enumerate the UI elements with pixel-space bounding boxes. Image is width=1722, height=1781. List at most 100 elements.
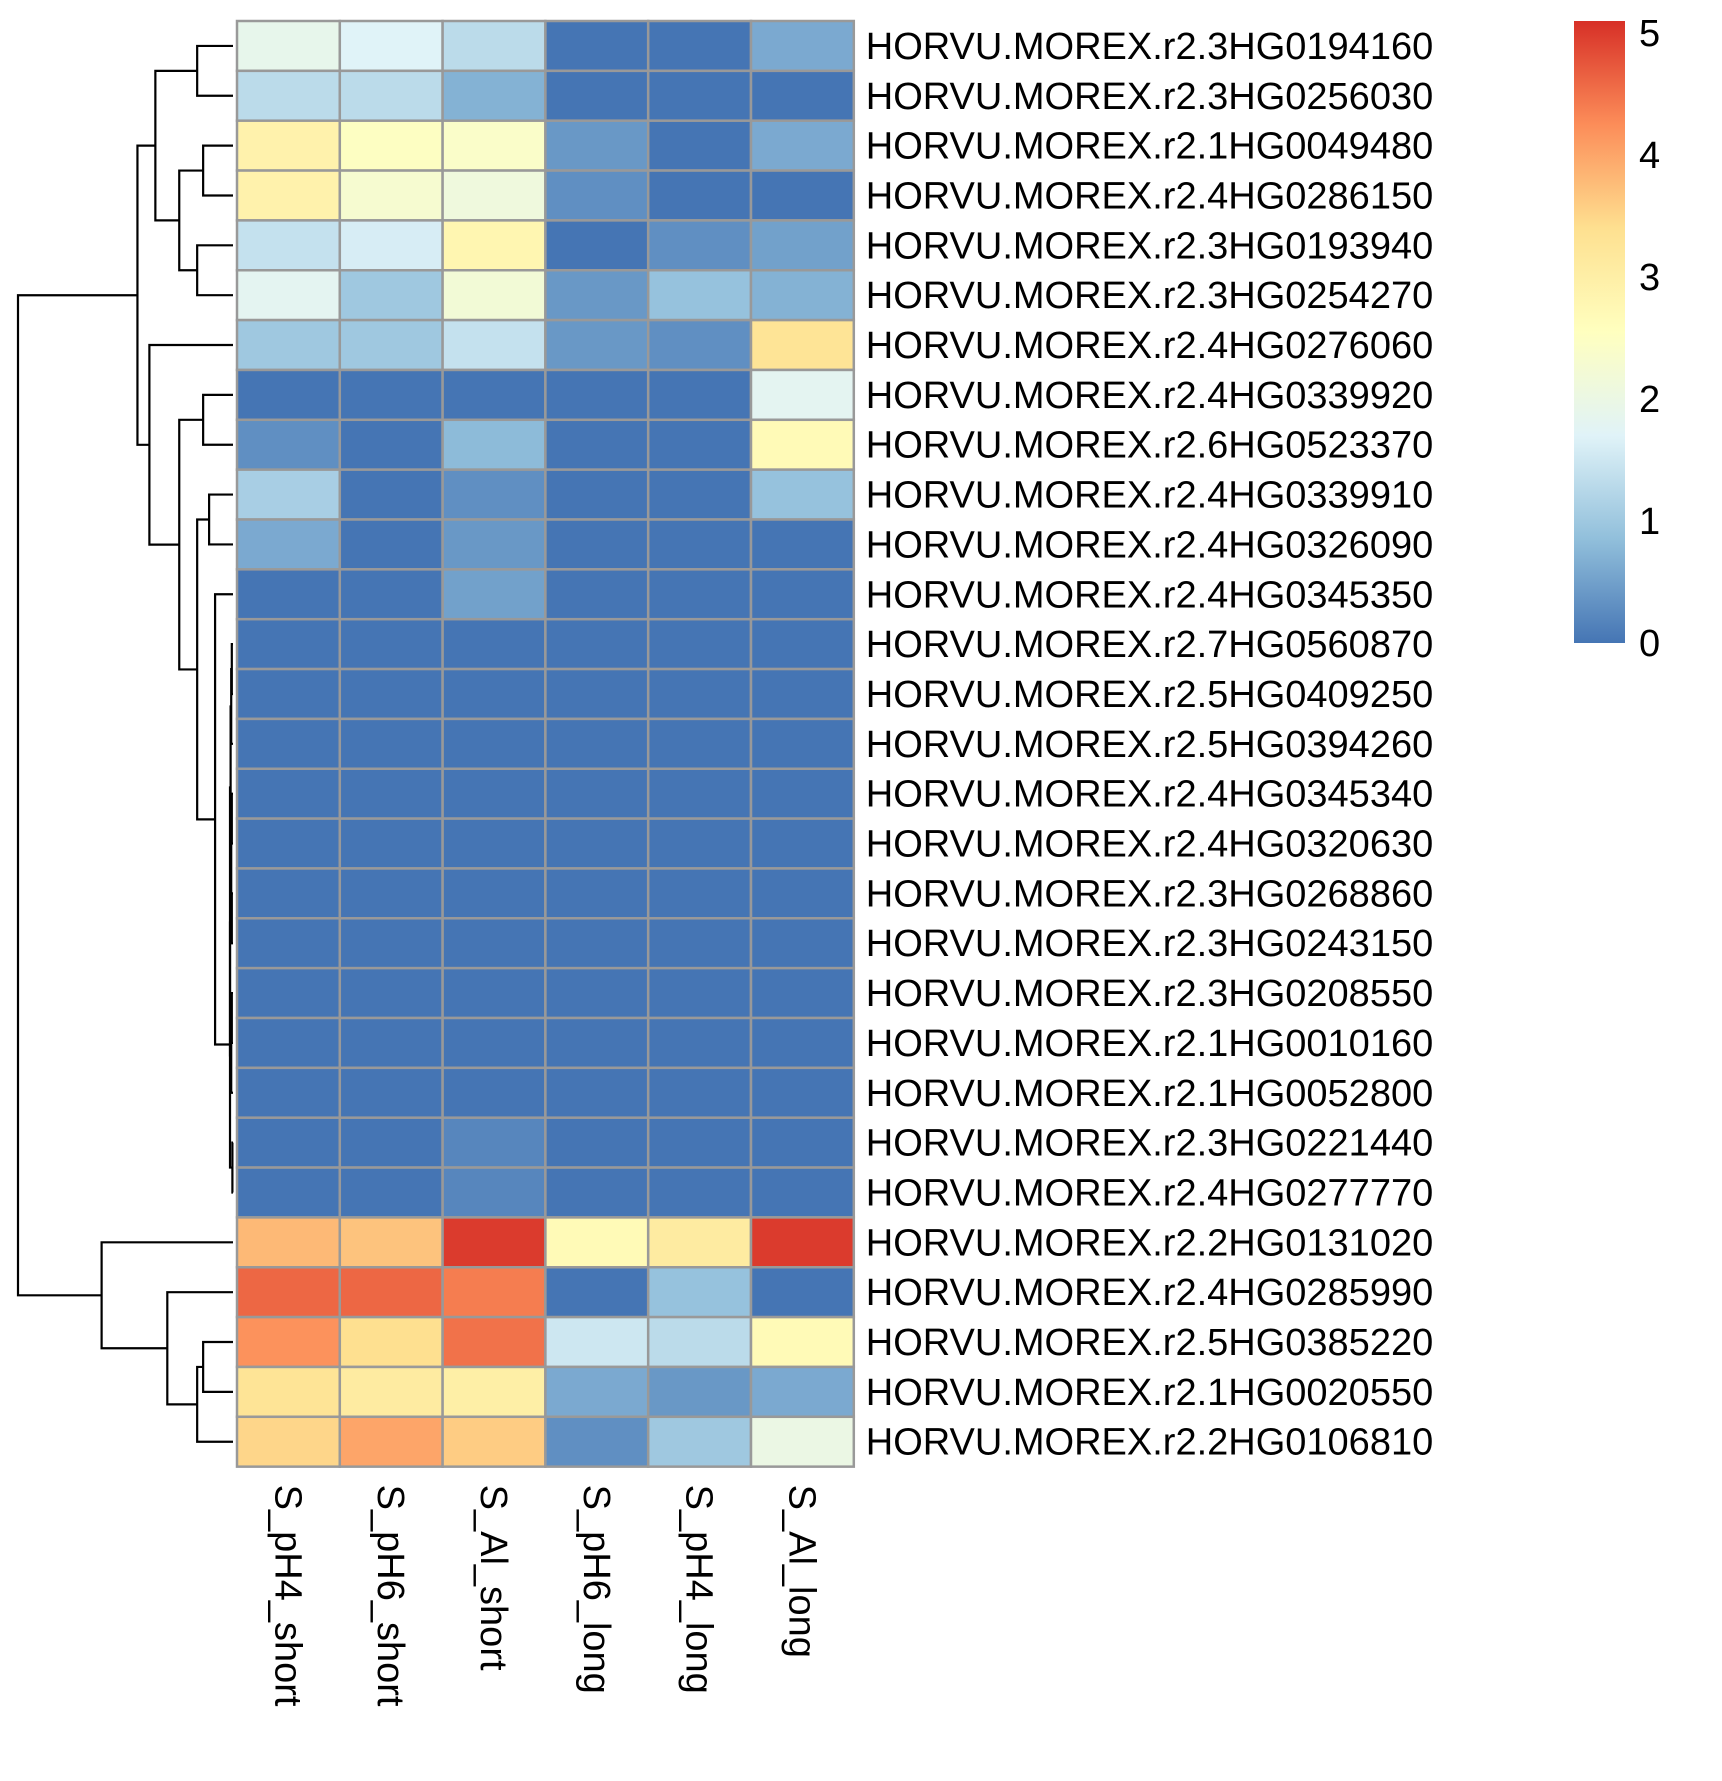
heatmap-cell: [441, 1116, 547, 1169]
heatmap-cell: [646, 1116, 753, 1169]
heatmap-cell: [749, 1365, 856, 1419]
dendrogram-branch: [202, 393, 233, 446]
heatmap-cell: [441, 1315, 547, 1369]
row-label: HORVU.MOREX.r2.4HG0339910: [866, 475, 1433, 517]
heatmap-cell: [749, 269, 856, 322]
dendrogram-branch: [196, 518, 216, 821]
row-label: HORVU.MOREX.r2.4HG0339920: [866, 375, 1433, 417]
heatmap-cell: [749, 867, 856, 920]
heatmap-cell: [338, 468, 444, 521]
heatmap-cell: [646, 1066, 753, 1119]
heatmap-cell: [646, 1016, 753, 1070]
heatmap-cell: [441, 767, 547, 820]
row-label: HORVU.MOREX.r2.1HG0010160: [866, 1023, 1433, 1065]
row-label: HORVU.MOREX.r2.4HG0276060: [866, 325, 1433, 367]
heatmap-cell: [338, 568, 444, 621]
row-label: HORVU.MOREX.r2.5HG0409250: [866, 674, 1433, 716]
heatmap-cell: [338, 518, 444, 571]
heatmap-cell: [646, 418, 753, 471]
dendrogram-branch: [231, 1141, 234, 1194]
row-label: HORVU.MOREX.r2.4HG0320630: [866, 824, 1433, 866]
dendrogram-branch: [228, 921, 233, 1169]
heatmap-cell: [646, 219, 753, 272]
heatmap-cell: [441, 817, 547, 870]
heatmap-cell: [441, 518, 547, 571]
row-label: HORVU.MOREX.r2.5HG0385220: [866, 1322, 1433, 1364]
heatmap-cell: [544, 568, 650, 621]
heatmap-cell: [646, 568, 753, 621]
heatmap-cell: [235, 1365, 342, 1419]
heatmap-cell: [338, 19, 444, 73]
heatmap-cell: [646, 269, 753, 322]
heatmap-cell: [544, 667, 650, 721]
dendrogram-branch: [154, 69, 198, 222]
heatmap-cell: [441, 368, 547, 422]
dendrogram-branch: [208, 493, 233, 546]
heatmap-cell: [235, 19, 342, 73]
heatmap-cell: [235, 219, 342, 272]
heatmap-cell: [646, 917, 753, 970]
dendrogram-branch: [16, 294, 138, 1297]
row-label: HORVU.MOREX.r2.2HG0131020: [866, 1222, 1433, 1264]
row-label: HORVU.MOREX.r2.3HG0208550: [866, 973, 1433, 1015]
heatmap-cell: [646, 169, 753, 222]
heatmap-cell: [749, 1016, 856, 1070]
heatmap-cell: [646, 717, 753, 771]
heatmap-cell: [544, 119, 650, 172]
heatmap-cell: [646, 1365, 753, 1419]
heatmap-cell: [646, 966, 753, 1020]
heatmap-cell: [441, 318, 547, 372]
heatmap-cell: [646, 1266, 753, 1319]
heatmap-cell: [235, 119, 342, 172]
heatmap-cell: [441, 418, 547, 471]
heatmap-cell: [749, 219, 856, 272]
heatmap-cell: [749, 19, 856, 73]
heatmap-cell: [544, 867, 650, 920]
heatmap-cell: [338, 219, 444, 272]
heatmap-cell: [544, 219, 650, 272]
heatmap-cell: [338, 1266, 444, 1319]
heatmap-cell: [441, 1066, 547, 1119]
heatmap-cell: [544, 1266, 650, 1319]
heatmap-cell: [749, 418, 856, 471]
row-labels: HORVU.MOREX.r2.3HG0194160 HORVU.MOREX.r2.…: [866, 26, 1433, 1464]
heatmap-cell: [646, 867, 753, 920]
heatmap-cell: [235, 368, 342, 422]
heatmap-cell: [646, 518, 753, 571]
heatmap-cell: [544, 1216, 650, 1269]
heatmap-cell: [235, 1166, 342, 1219]
heatmap-cell: [338, 667, 444, 721]
row-label: HORVU.MOREX.r2.3HG0243150: [866, 923, 1433, 965]
heatmap-cell: [544, 917, 650, 970]
heatmap-cell: [235, 1315, 342, 1369]
heatmap-cell: [544, 717, 650, 771]
heatmap-cell: [338, 717, 444, 771]
heatmap-cell: [646, 817, 753, 870]
heatmap-cell: [235, 1016, 342, 1070]
row-label: HORVU.MOREX.r2.5HG0394260: [866, 724, 1433, 766]
column-label: S_pH6_long: [575, 1485, 617, 1694]
heatmap-cell: [235, 817, 342, 870]
heatmap-cell: [441, 219, 547, 272]
row-label: HORVU.MOREX.r2.7HG0560870: [866, 624, 1433, 666]
heatmap-cell: [441, 667, 547, 721]
heatmap-cell: [544, 1315, 650, 1369]
heatmap-cell: [749, 1216, 856, 1269]
heatmap-cell: [544, 1066, 650, 1119]
heatmap-cell: [646, 119, 753, 172]
heatmap-cell: [441, 617, 547, 671]
heatmap-cell: [749, 1266, 856, 1319]
legend-tick-label: 5: [1639, 13, 1660, 55]
heatmap-cell: [441, 19, 547, 73]
heatmap-cell: [235, 1066, 342, 1119]
heatmap-cell: [646, 1216, 753, 1269]
legend-colorbar: [1574, 21, 1625, 643]
heatmap-cell: [441, 1365, 547, 1419]
row-label: HORVU.MOREX.r2.3HG0256030: [866, 76, 1433, 118]
row-label: HORVU.MOREX.r2.2HG0106810: [866, 1422, 1433, 1464]
heatmap-cell: [441, 119, 547, 172]
heatmap-cell: [338, 318, 444, 372]
heatmap-cell: [441, 69, 547, 122]
heatmap-cell: [338, 1166, 444, 1219]
